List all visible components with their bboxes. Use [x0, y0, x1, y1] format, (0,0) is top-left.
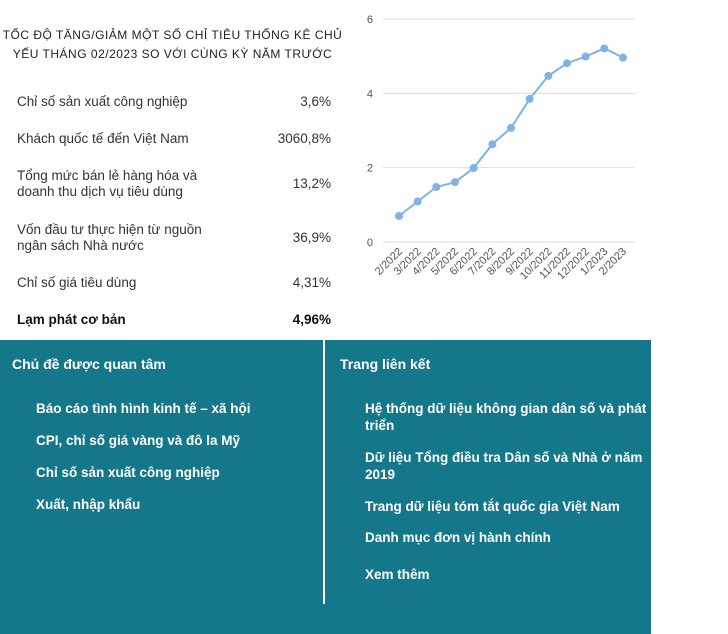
y-tick-label: 6 [367, 14, 373, 26]
data-point[interactable] [600, 44, 609, 53]
stat-label: Lạm phát cơ bản [17, 312, 126, 327]
stat-value: 4,31% [292, 275, 331, 290]
data-point[interactable] [563, 59, 571, 68]
footer-link-population-spatial-data[interactable]: Hệ thống dữ liệu không gian dân số và ph… [365, 401, 647, 433]
series-line [398, 47, 624, 217]
stat-label: Khách quốc tế đến Việt Nam [17, 131, 189, 146]
stat-value: 3,6% [300, 94, 331, 109]
data-point[interactable] [395, 211, 403, 220]
stat-row-state-investment: Vốn đầu tư thực hiện từ nguồn ngân sách … [17, 222, 331, 254]
stat-value: 36,9% [292, 230, 331, 245]
stat-row-international-visitors: Khách quốc tế đến Việt Nam 3060,8% [17, 131, 331, 147]
footer-link-see-more[interactable]: Xem thêm [365, 567, 430, 582]
footer-link-country-summary[interactable]: Trang dữ liệu tóm tắt quốc gia Việt Nam [365, 499, 620, 514]
stat-value: 13,2% [292, 176, 331, 191]
stats-title-line-2: yếu tháng 02/2023 so với cùng kỳ năm trư… [12, 47, 333, 61]
y-tick-label: 4 [367, 88, 373, 100]
footer-right-title: Trang liên kết [340, 356, 431, 372]
data-point[interactable] [581, 52, 590, 61]
chart-svg: 02462/20223/20224/20225/20226/20227/2022… [367, 14, 635, 282]
data-point[interactable] [619, 53, 627, 62]
data-point[interactable] [544, 71, 553, 80]
data-point[interactable] [413, 197, 422, 206]
footer-link-cpi-gold-usd[interactable]: CPI, chỉ số giá vàng và đô la Mỹ [36, 433, 241, 448]
data-point[interactable] [507, 123, 515, 132]
y-tick-label: 2 [367, 163, 373, 175]
data-point[interactable] [432, 182, 441, 191]
stat-row-retail-sales: Tổng mức bán lẻ hàng hóa và doanh thu dị… [17, 168, 331, 200]
footer-link-admin-units[interactable]: Danh mục đơn vị hành chính [365, 530, 551, 545]
stats-title-line-1: Tốc độ tăng/giảm một số chỉ tiêu thống k… [2, 28, 343, 42]
stat-row-cpi: Chỉ số giá tiêu dùng 4,31% [17, 275, 331, 291]
stat-label: Vốn đầu tư thực hiện từ nguồn ngân sách … [17, 222, 202, 253]
y-tick-label: 0 [367, 237, 373, 249]
footer-link-economic-report[interactable]: Báo cáo tình hình kinh tế – xã hội [36, 401, 251, 416]
footer-divider [323, 340, 325, 604]
stat-value: 3060,8% [277, 131, 331, 146]
stat-label: Chỉ số sản xuất công nghiệp [17, 94, 188, 109]
data-point[interactable] [525, 94, 534, 103]
stats-panel: Tốc độ tăng/giảm một số chỉ tiêu thống k… [0, 0, 345, 340]
footer: Chủ đề được quan tâm Báo cáo tình hình k… [0, 340, 651, 634]
stat-label: Chỉ số giá tiêu dùng [17, 275, 137, 290]
footer-link-import-export[interactable]: Xuất, nhập khẩu [36, 497, 141, 512]
stat-value: 4,96% [292, 312, 331, 327]
inflation-line-chart: 0 2 4 6 2/2022 3/2022 4/2022 5/2022 6/2022 7/2022… [355, 0, 645, 300]
data-point[interactable] [451, 178, 459, 187]
footer-link-industrial-production[interactable]: Chỉ số sản xuất công nghiệp [36, 465, 220, 480]
stats-title: Tốc độ tăng/giảm một số chỉ tiêu thống k… [0, 26, 345, 64]
data-point[interactable] [488, 140, 497, 149]
stat-row-industrial-production: Chỉ số sản xuất công nghiệp 3,6% [17, 94, 331, 110]
data-point[interactable] [469, 164, 478, 173]
footer-link-census-2019[interactable]: Dữ liệu Tổng điều tra Dân số và Nhà ở nă… [365, 450, 643, 482]
stat-label: Tổng mức bán lẻ hàng hóa và doanh thu dị… [17, 168, 198, 199]
footer-left-title: Chủ đề được quan tâm [12, 356, 166, 372]
stat-row-core-inflation: Lạm phát cơ bản 4,96% [17, 312, 331, 328]
